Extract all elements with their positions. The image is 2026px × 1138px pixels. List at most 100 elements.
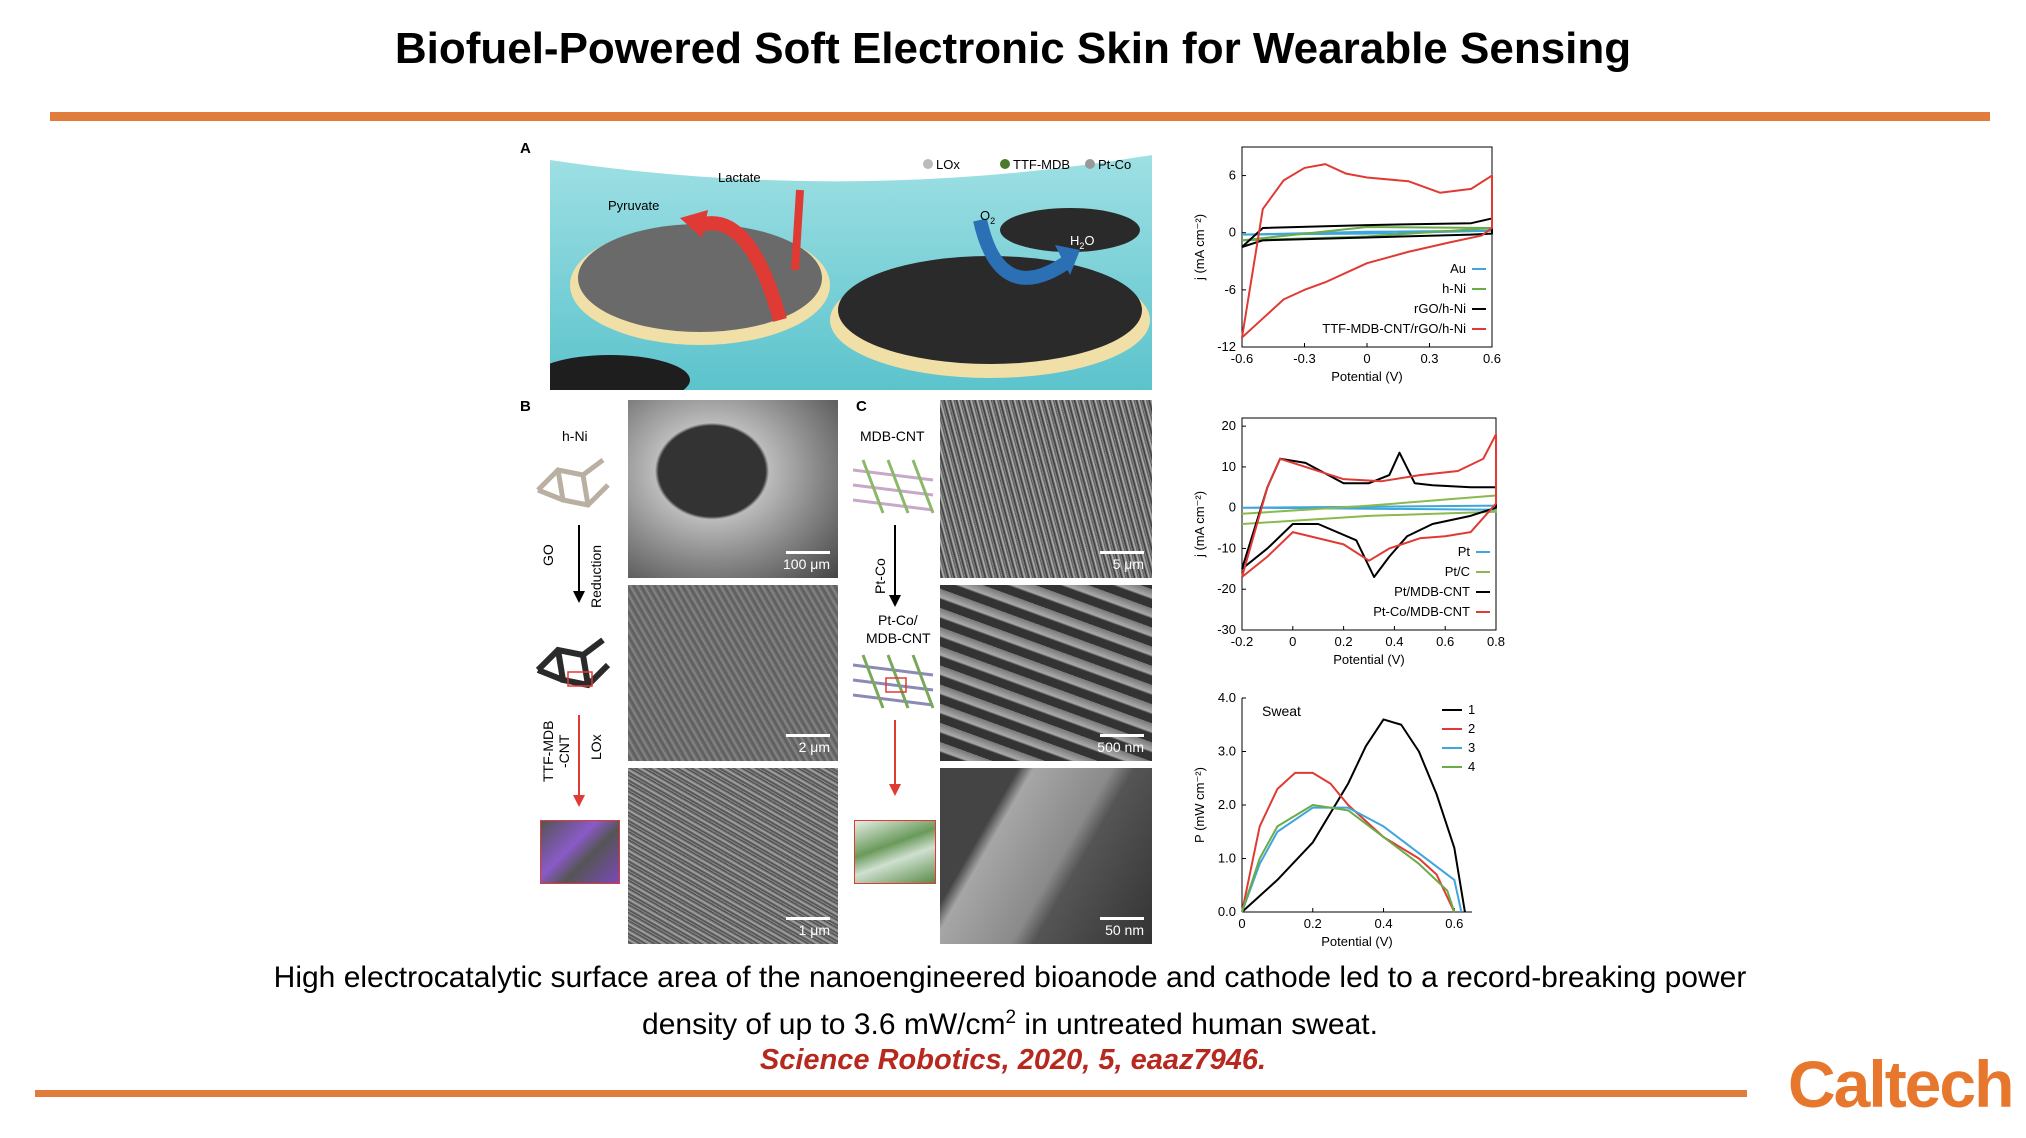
y-tick-label: -30	[1217, 622, 1236, 637]
step-go-label: GO	[540, 544, 556, 566]
y-tick-label: 4.0	[1218, 690, 1236, 705]
citation: Science Robotics, 2020, 5, eaaz7946.	[759, 1044, 1267, 1076]
y-tick-label: 10	[1222, 459, 1236, 474]
power-density-chart: 0 0.2 0.4 0.6 4.0 3.0 2.0 1.0 0.0 Potential (V) P …	[1192, 690, 1475, 949]
legend-entry: rGO/h-Ni	[1414, 301, 1466, 316]
sem-ttf-mdb-cnt: 1 μm	[628, 768, 838, 944]
y-axis-label: P (mW cm⁻²)	[1192, 767, 1207, 843]
x-tick-label: 0	[1289, 634, 1296, 649]
caption-line-1: High electrocatalytic surface area of th…	[273, 961, 1747, 994]
series-line-4	[1241, 804, 1456, 913]
x-tick-label: 0.6	[1445, 916, 1463, 931]
cv-chart-anode: -0.6 -0.3 0 0.3 0.6 6 0 -6 -12 Potential (V) j (mA…	[1192, 146, 1501, 384]
x-tick-label: 0.4	[1385, 634, 1403, 649]
caption-superscript: 2	[1005, 1007, 1017, 1028]
h2o-label: H2O	[1070, 233, 1095, 251]
x-axis-label: Potential (V)	[1333, 652, 1405, 667]
legend-entry: 4	[1468, 759, 1475, 774]
y-tick-label: 0	[1229, 225, 1236, 240]
top-divider	[50, 112, 1990, 121]
legend-entry: Pt-Co/MDB-CNT	[1373, 604, 1470, 619]
legend-entry: Pt/MDB-CNT	[1394, 584, 1470, 599]
step-cnt-label: -CNT	[556, 734, 572, 768]
x-tick-label: 0.6	[1483, 351, 1501, 366]
scale-bar-label: 2 μm	[798, 739, 830, 755]
x-tick-label: 0.8	[1487, 634, 1505, 649]
x-tick-label: 0.6	[1436, 634, 1454, 649]
series-line-1	[1241, 718, 1466, 913]
slide-caption: High electrocatalytic surface area of th…	[260, 958, 1760, 1045]
sem-pt-co-nanoparticles: 50 nm	[940, 768, 1152, 944]
panel-c-label: C	[856, 398, 867, 415]
bioanode-inset	[540, 820, 620, 884]
sem-rgo-h-ni: 2 μm	[628, 585, 838, 761]
h-ni-foam-icon	[536, 458, 610, 508]
panel-c-arrow-1	[889, 525, 901, 607]
legend-entry: 1	[1468, 702, 1475, 717]
x-tick-label: 0.2	[1335, 634, 1353, 649]
legend-entry: 2	[1468, 721, 1475, 736]
y-tick-label: -12	[1217, 339, 1236, 354]
step-ttf-mdb-label: TTF-MDB	[540, 720, 556, 782]
legend-entry: TTF-MDB-CNT/rGO/h-Ni	[1322, 321, 1466, 336]
scale-bar-label: 5 μm	[1112, 556, 1144, 572]
y-tick-label: 1.0	[1218, 851, 1236, 866]
legend-entry: h-Ni	[1442, 281, 1466, 296]
x-tick-label: 0.2	[1304, 916, 1322, 931]
step-lox-label: LOx	[588, 734, 604, 760]
x-tick-label: -0.2	[1231, 634, 1253, 649]
x-tick-label: 0	[1238, 916, 1245, 931]
panel-b-label: B	[520, 398, 531, 415]
rgo-h-ni-icon	[535, 637, 611, 689]
legend-lox: LOx	[936, 157, 960, 172]
scale-bar-label: 500 nm	[1097, 739, 1144, 755]
x-tick-label: 0.3	[1420, 351, 1438, 366]
panel-b-arrow-2	[573, 715, 585, 807]
y-tick-label: -6	[1224, 282, 1236, 297]
scale-bar-label: 50 nm	[1105, 922, 1144, 938]
y-tick-label: 0	[1229, 500, 1236, 515]
y-tick-label: 3.0	[1218, 744, 1236, 759]
y-axis-label: j (mA cm⁻²)	[1192, 214, 1207, 281]
legend-entry: 3	[1468, 740, 1475, 755]
pyruvate-label: Pyruvate	[608, 198, 659, 213]
legend-entry: Pt/C	[1445, 564, 1470, 579]
slide-title: Biofuel-Powered Soft Electronic Skin for…	[394, 24, 1632, 73]
caption-line-2-pre: density of up to 3.6 mW/cm	[642, 1008, 1006, 1041]
y-tick-label: -10	[1217, 540, 1236, 555]
legend-ttf-mdb: TTF-MDB	[1013, 157, 1070, 172]
x-tick-label: -0.6	[1231, 351, 1253, 366]
scale-bar-label: 1 μm	[798, 922, 830, 938]
caption-line-2-post: in untreated human sweat.	[1016, 1008, 1378, 1041]
x-tick-label: 0.4	[1374, 916, 1392, 931]
caltech-logo: Caltech	[1788, 1047, 2014, 1121]
series-line-ttf-mdb-cnt-rgo-h-ni	[1241, 163, 1493, 339]
mdb-cnt-icon	[852, 459, 935, 514]
legend-entry: Pt	[1458, 544, 1471, 559]
panel-a-illustration: LOx TTF-MDB Pt-Co Lactate Pyruvate O2 H2…	[550, 155, 1152, 390]
panel-b-start-label: h-Ni	[562, 428, 588, 444]
y-tick-label: 2.0	[1218, 797, 1236, 812]
pt-co-mdb-cnt-label-a: Pt-Co/	[878, 612, 918, 628]
cathode-inset	[854, 820, 936, 884]
y-tick-label: 6	[1229, 168, 1236, 183]
panel-c-start-label: MDB-CNT	[860, 428, 925, 444]
pt-co-mdb-cnt-icon	[852, 654, 935, 709]
x-tick-label: -0.3	[1293, 351, 1315, 366]
pt-co-mdb-cnt-label-b: MDB-CNT	[866, 630, 931, 646]
step-reduction-label: Reduction	[588, 544, 604, 608]
panel-b-arrow-1	[573, 525, 585, 603]
sem-pt-co-mdb-cnt: 500 nm	[940, 585, 1152, 761]
y-tick-label: 20	[1222, 418, 1236, 433]
cv-chart-cathode: -0.2 0 0.2 0.4 0.6 0.8 20 10 0 -10 -20 -30 Potential…	[1192, 417, 1505, 667]
series-line-3	[1241, 806, 1463, 913]
x-tick-label: 0	[1363, 351, 1370, 366]
y-axis-label: j (mA cm⁻²)	[1192, 491, 1207, 558]
legend-pt-co: Pt-Co	[1098, 157, 1131, 172]
panel-c-arrow-2	[889, 720, 901, 796]
series-line-2	[1241, 771, 1456, 913]
lactate-label: Lactate	[718, 170, 761, 185]
y-tick-label: -20	[1217, 581, 1236, 596]
scale-bar-label: 100 μm	[783, 556, 830, 572]
x-axis-label: Potential (V)	[1321, 934, 1393, 949]
